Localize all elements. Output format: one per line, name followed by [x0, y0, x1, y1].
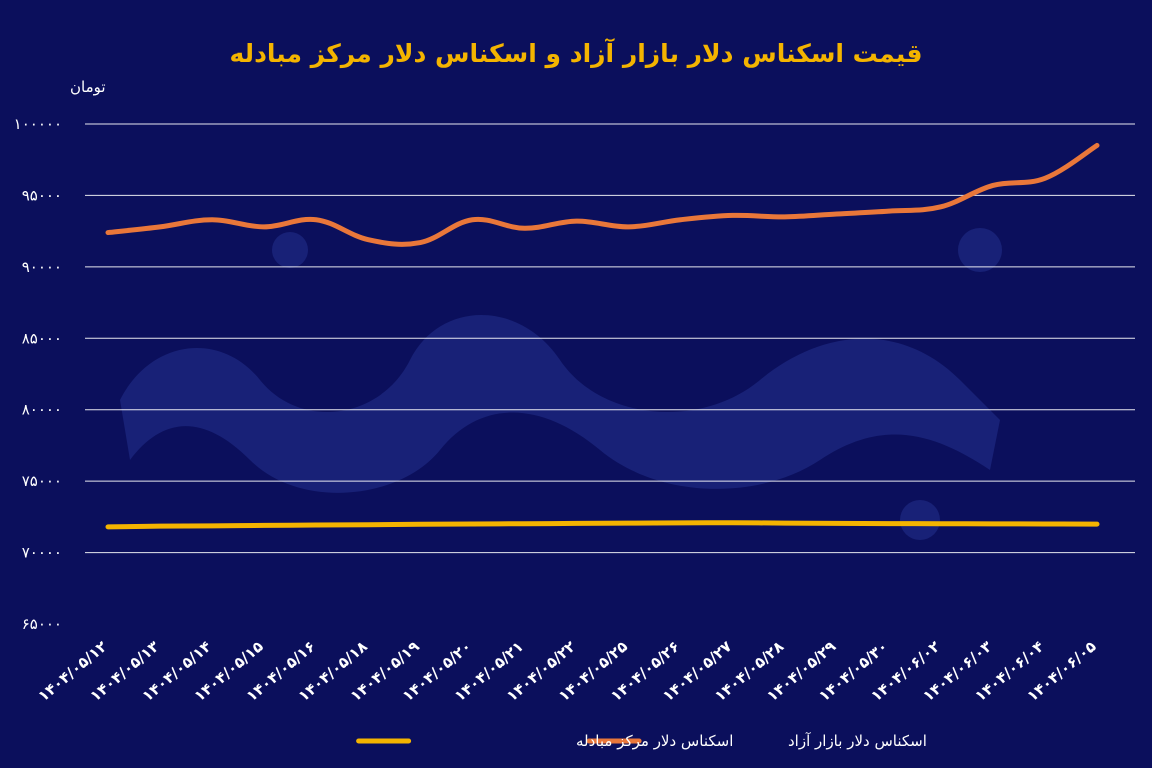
series-lines	[105, 142, 1100, 530]
y-tick-label: ۷۰۰۰۰	[22, 544, 62, 562]
y-tick-label: ۹۰۰۰۰	[22, 258, 62, 276]
y-tick-label: ۶۵۰۰۰	[22, 615, 62, 633]
legend-label: اسکناس دلار بازار آزاد	[788, 732, 927, 750]
legend: اسکناس دلار بازار آزاد اسکناس دلار مرکز م…	[356, 732, 927, 750]
chart-title: قیمت اسکناس دلار بازار آزاد و اسکناس دلا…	[230, 38, 923, 69]
gridlines	[85, 123, 1135, 554]
y-tick-label: ۷۵۰۰۰	[22, 472, 62, 490]
series-line-0	[105, 142, 1100, 247]
y-tick-label: ۹۵۰۰۰	[22, 186, 62, 204]
y-tick-label: ۱۰۰۰۰۰	[14, 115, 62, 133]
y-axis-ticks: ۱۰۰۰۰۰ ۹۵۰۰۰ ۹۰۰۰۰ ۸۵۰۰۰ ۸۰۰۰۰ ۷۵۰۰۰ ۷۰۰۰۰ ۶۵۰۰…	[14, 115, 62, 633]
series-line-1	[105, 520, 1100, 530]
watermark-logo	[120, 228, 1002, 540]
y-tick-label: ۸۰۰۰۰	[22, 401, 62, 419]
y-tick-label: ۸۵۰۰۰	[22, 329, 62, 347]
y-axis-unit-label: تومان	[70, 78, 106, 96]
legend-label: اسکناس دلار مرکز مبادله	[576, 732, 733, 750]
x-axis-ticks: ۱۴۰۴/۰۵/۱۲۱۴۰۴/۰۵/۱۳۱۴۰۴/۰۵/۱۴۱۴۰۴/۰۵/۱۵…	[34, 637, 1099, 705]
